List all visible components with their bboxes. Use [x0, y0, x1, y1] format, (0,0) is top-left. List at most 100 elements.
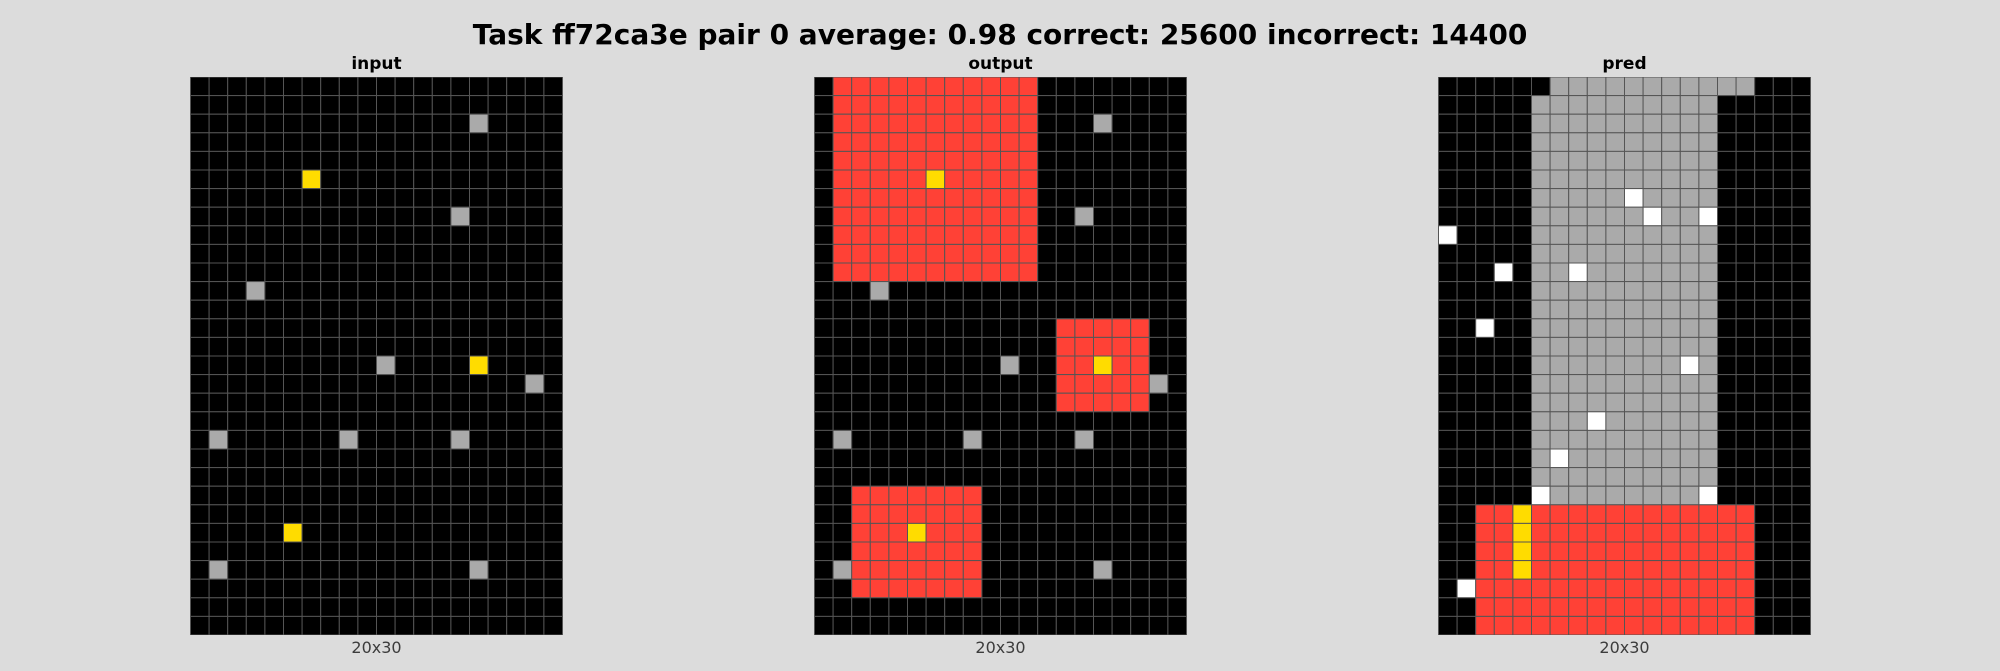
grid-cell-red: [907, 485, 927, 506]
grid-cell-red: [1475, 504, 1495, 524]
grid-cell-black: [814, 262, 834, 283]
grid-cell-black: [394, 132, 415, 152]
grid-cell-black: [413, 243, 433, 264]
grid-cell-black: [357, 281, 377, 301]
grid-cell-black: [1130, 504, 1150, 524]
grid-cell-black: [1438, 392, 1458, 413]
grid-cell-red: [832, 77, 853, 97]
grid-cell-red: [1679, 560, 1700, 580]
grid-cell-black: [1754, 150, 1774, 171]
grid-cell-black: [245, 355, 266, 376]
grid-cell-black: [506, 225, 526, 245]
grid-cell-red: [1661, 504, 1681, 524]
grid-cell-gray: [1642, 95, 1663, 115]
grid-cell-black: [245, 560, 266, 580]
grid-cell-gray: [1531, 374, 1551, 394]
grid-cell-gray: [1679, 318, 1700, 338]
grid-cell-black: [814, 411, 834, 431]
grid-cell-gray: [1605, 77, 1625, 97]
grid-cell-black: [190, 615, 210, 635]
grid-cell-black: [1018, 336, 1039, 357]
grid-cell-black: [1772, 578, 1793, 599]
grid-cell-black: [1791, 374, 1811, 394]
grid-cell-black: [543, 281, 563, 301]
grid-cell-gray: [1642, 485, 1663, 506]
grid-cell-black: [301, 262, 322, 283]
grid-cell-black: [245, 262, 266, 283]
grid-cell-gray: [1568, 281, 1588, 301]
grid-cell-black: [1493, 169, 1514, 190]
grid-cell-red: [888, 225, 909, 245]
grid-cell-black: [227, 541, 247, 562]
grid-cell-black: [1456, 467, 1477, 487]
grid-cell-black: [431, 504, 452, 524]
grid-cell-black: [357, 206, 377, 227]
grid-cell-black: [413, 541, 433, 562]
grid-cell-black: [869, 615, 890, 635]
grid-cell-black: [1111, 206, 1132, 227]
grid-cell-black: [320, 206, 340, 227]
grid-cell-black: [1512, 448, 1533, 469]
grid-cell-black: [1148, 262, 1169, 283]
grid-cell-black: [1438, 243, 1458, 264]
grid-cell-black: [394, 243, 415, 264]
grid-cell-red: [962, 262, 983, 283]
grid-cell-black: [208, 225, 229, 245]
grid-cell-black: [832, 318, 853, 338]
grid-cell-gray: [1605, 355, 1625, 376]
grid-cell-black: [1055, 504, 1076, 524]
grid-cell-black: [1148, 281, 1169, 301]
grid-cell-black: [1438, 132, 1458, 152]
grid-cell-black: [1000, 336, 1020, 357]
grid-cell-red: [1661, 597, 1681, 617]
grid-cell-black: [487, 448, 508, 469]
grid-cell-black: [1512, 467, 1533, 487]
grid-cell-black: [283, 225, 303, 245]
grid-cell-black: [1438, 188, 1458, 208]
grid-cell-black: [1475, 467, 1495, 487]
grid-cell-black: [1074, 77, 1094, 97]
grid-cell-black: [1493, 206, 1514, 227]
grid-cell-red: [962, 243, 983, 264]
grid-cell-black: [524, 225, 545, 245]
grid-cell-black: [1130, 206, 1150, 227]
grid-cell-red: [907, 262, 927, 283]
grid-cell-black: [832, 299, 853, 320]
grid-cell-red: [1679, 541, 1700, 562]
grid-cell-black: [1111, 467, 1132, 487]
grid-cell-black: [1074, 411, 1094, 431]
grid-cell-red: [925, 541, 946, 562]
grid-cell-red: [888, 169, 909, 190]
grid-cell-black: [1018, 504, 1039, 524]
grid-cell-black: [394, 578, 415, 599]
grid-cell-black: [320, 169, 340, 190]
grid-cell-black: [1475, 95, 1495, 115]
grid-cell-black: [1438, 169, 1458, 190]
grid-cell-black: [301, 188, 322, 208]
grid-cell-red: [907, 132, 927, 152]
grid-cell-black: [487, 522, 508, 543]
grid-cell-red: [1018, 225, 1039, 245]
grid-cell-red: [1698, 597, 1718, 617]
grid-cell-black: [190, 95, 210, 115]
grid-cell-black: [264, 411, 285, 431]
grid-cell-black: [469, 392, 489, 413]
grid-cell-black: [1735, 262, 1756, 283]
grid-cell-black: [208, 578, 229, 599]
grid-cell-black: [832, 336, 853, 357]
grid-cell-black: [832, 281, 853, 301]
grid-cell-black: [413, 522, 433, 543]
grid-cell-black: [320, 113, 340, 134]
grid-cell-red: [888, 188, 909, 208]
grid-cell-black: [1167, 225, 1187, 245]
grid-cell-black: [283, 262, 303, 283]
grid-cell-black: [851, 355, 871, 376]
grid-cell-black: [283, 336, 303, 357]
grid-cell-gray: [1549, 318, 1570, 338]
grid-cell-black: [208, 318, 229, 338]
grid-cell-black: [1148, 615, 1169, 635]
grid-cell-black: [1791, 560, 1811, 580]
grid-cell-black: [1055, 206, 1076, 227]
grid-cell-black: [1791, 522, 1811, 543]
grid-cell-gray: [1642, 448, 1663, 469]
